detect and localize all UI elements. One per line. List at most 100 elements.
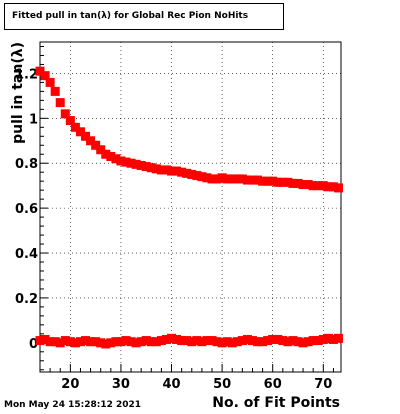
data-point-marker — [298, 338, 308, 348]
data-point-marker — [283, 177, 293, 187]
data-point-marker — [156, 165, 166, 175]
data-point-marker — [126, 158, 136, 168]
data-point-marker — [136, 160, 146, 170]
data-point-marker — [131, 338, 141, 348]
data-point-marker — [96, 338, 106, 348]
data-point-marker — [273, 334, 283, 344]
data-point-marker — [202, 336, 212, 346]
data-point-marker — [65, 116, 75, 126]
data-point-marker — [227, 174, 237, 184]
data-point-marker — [288, 336, 298, 346]
chart-title: Fitted pull in tan(λ) for Global Rec Pio… — [4, 3, 284, 30]
data-point-marker — [242, 334, 252, 344]
data-point-marker — [268, 176, 278, 186]
axes: 20 30 40 50 60 70 0 0.2 0.4 0.6 0.8 1 1.2 — [15, 45, 334, 392]
data-point-marker — [167, 333, 177, 343]
x-tick-label: 60 — [264, 377, 282, 392]
x-tick-label: 70 — [314, 377, 332, 392]
data-point-marker — [308, 336, 318, 346]
data-point-marker — [192, 336, 202, 346]
y-tick-label: 0.4 — [15, 247, 38, 262]
data-point-marker — [197, 337, 207, 347]
data-point-marker — [86, 136, 96, 146]
data-point-marker — [121, 336, 131, 346]
data-point-marker — [237, 174, 247, 184]
data-point-marker — [298, 180, 308, 190]
data-point-marker — [136, 337, 146, 347]
data-point-marker — [146, 163, 156, 173]
data-point-marker — [308, 181, 318, 191]
data-point-marker — [253, 337, 263, 347]
data-point-marker — [50, 86, 60, 96]
data-point-marker — [65, 337, 75, 347]
y-tick-label: 1 — [29, 112, 38, 127]
data-point-marker — [45, 337, 55, 347]
data-point-marker — [177, 167, 187, 177]
data-point-marker — [207, 174, 217, 184]
data-point-marker — [111, 154, 121, 164]
data-point-marker — [116, 337, 126, 347]
data-point-marker — [55, 98, 65, 108]
plot-frame — [39, 41, 342, 373]
data-point-marker — [197, 172, 207, 182]
data-point-marker — [177, 336, 187, 346]
data-point-marker — [278, 177, 288, 187]
y-tick-label: 0.2 — [15, 292, 38, 307]
data-point-marker — [247, 175, 257, 185]
data-point-marker — [106, 151, 116, 161]
data-point-marker — [217, 173, 227, 183]
data-point-marker — [70, 122, 80, 132]
data-point-marker — [35, 66, 45, 76]
data-point-marker — [151, 164, 161, 174]
data-point-marker — [263, 336, 273, 346]
data-point-marker — [141, 162, 151, 172]
data-point-marker — [101, 149, 111, 159]
data-point-marker — [258, 337, 268, 347]
data-point-marker — [106, 338, 116, 348]
data-point-marker — [111, 337, 121, 347]
data-point-marker — [273, 177, 283, 187]
data-point-marker — [318, 181, 328, 191]
data-point-marker — [217, 338, 227, 348]
data-point-marker — [187, 337, 197, 347]
data-point-marker — [278, 336, 288, 346]
data-point-marker — [141, 336, 151, 346]
data-point-marker — [268, 334, 278, 344]
data-point-marker — [263, 176, 273, 186]
data-point-marker — [253, 175, 263, 185]
data-point-marker — [86, 337, 96, 347]
data-point-marker — [192, 171, 202, 181]
data-point-marker — [161, 165, 171, 175]
data-point-marker — [318, 334, 328, 344]
x-tick-label: 20 — [61, 377, 79, 392]
data-point-marker — [232, 337, 242, 347]
data-point-marker — [212, 174, 222, 184]
data-point-marker — [237, 336, 247, 346]
data-point-marker — [323, 182, 333, 192]
data-point-marker — [313, 336, 323, 346]
data-point-marker — [167, 166, 177, 176]
data-point-marker — [172, 166, 182, 176]
data-point-marker — [313, 181, 323, 191]
y-axis-label: pull in tan(λ) — [10, 42, 26, 144]
data-point-marker — [288, 178, 298, 188]
data-point-marker — [91, 337, 101, 347]
x-tick-label: 40 — [162, 377, 180, 392]
data-point-marker — [45, 77, 55, 87]
data-point-marker — [121, 157, 131, 167]
data-point-marker — [328, 334, 338, 344]
data-point-marker — [333, 183, 343, 193]
data-point-marker — [232, 174, 242, 184]
data-point-marker — [146, 337, 156, 347]
grid-lines — [40, 42, 341, 372]
data-point-marker — [303, 337, 313, 347]
data-point-marker — [182, 336, 192, 346]
data-point-marker — [40, 334, 50, 344]
data-point-marker — [333, 333, 343, 343]
data-point-marker — [182, 168, 192, 178]
data-point-marker — [70, 338, 80, 348]
data-point-marker — [172, 334, 182, 344]
data-point-marker — [126, 337, 136, 347]
data-point-marker — [212, 337, 222, 347]
data-point-marker — [60, 336, 70, 346]
